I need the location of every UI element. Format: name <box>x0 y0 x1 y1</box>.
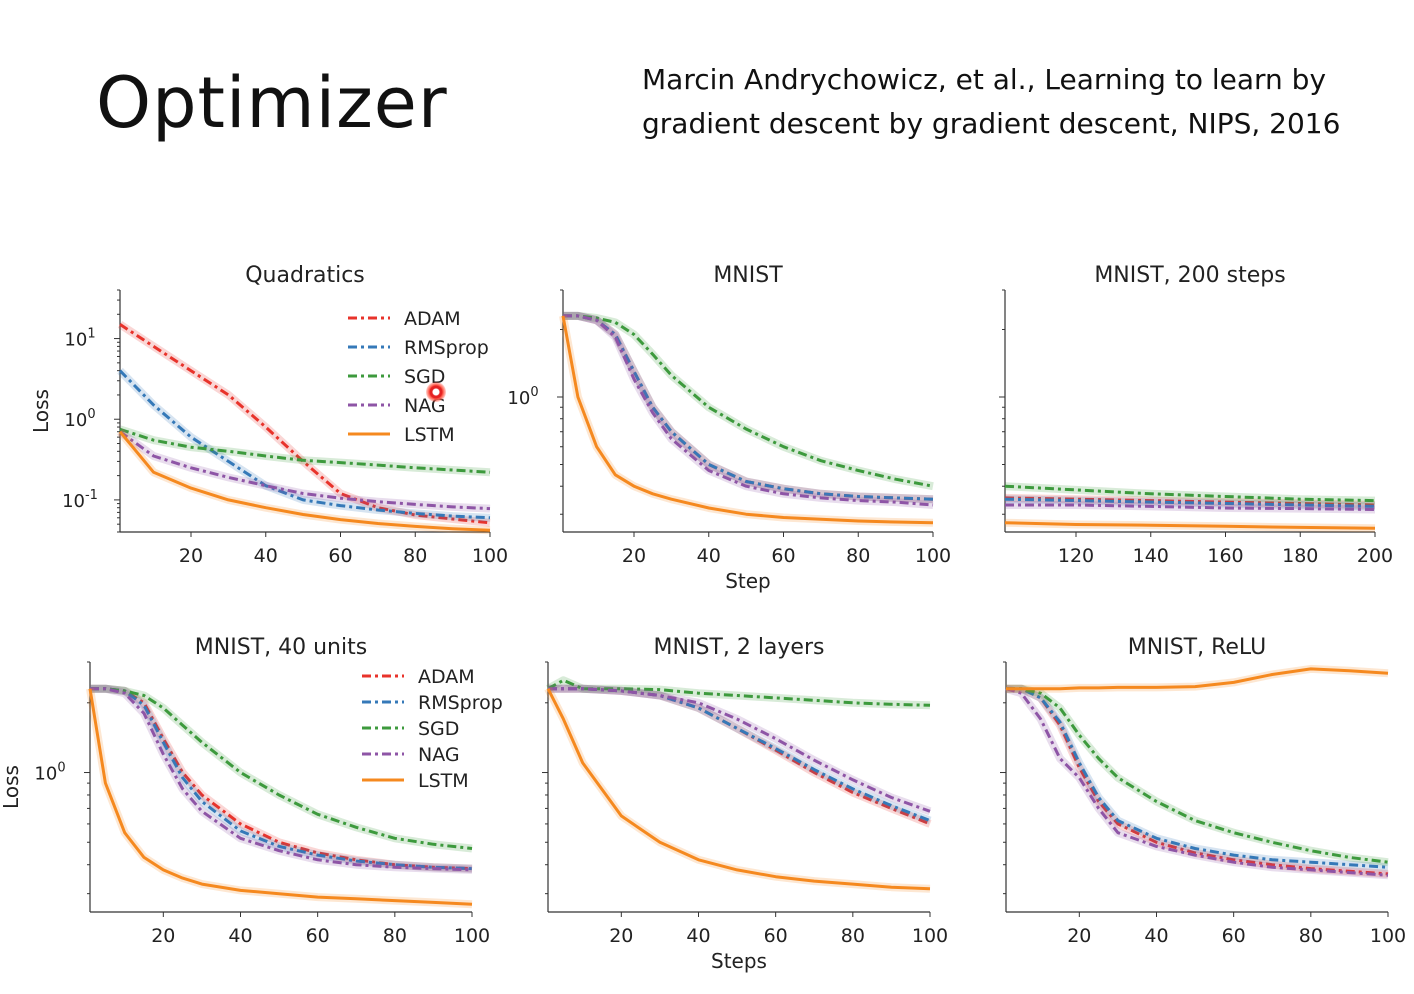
legend-label-rmsprop: RMSprop <box>404 337 489 359</box>
x-tick-label: 40 <box>228 925 252 947</box>
pointer-cursor-icon <box>426 382 446 402</box>
chart-panel-1: Quadratics 20 40 60 80 100 101 100 10-1 Loss ADAM R… <box>29 263 508 567</box>
chart-title: MNIST, 2 layers <box>654 635 825 660</box>
chart-panel-3: MNIST, 200 steps 120 140 160 180 200 <box>999 263 1393 567</box>
x-tick-label: 180 <box>1282 545 1318 567</box>
series-line-rmsprop <box>563 314 934 501</box>
legend: ADAM RMSprop SGD NAG LSTM <box>362 666 503 792</box>
series-line-sgd <box>563 314 934 488</box>
series-band-adam <box>90 684 473 873</box>
series-line-sgd <box>547 678 931 707</box>
series-line-lstm <box>561 315 934 525</box>
x-axis-label: Step <box>725 569 771 593</box>
legend-label-adam: ADAM <box>418 666 475 688</box>
x-tick-label: 40 <box>254 545 278 567</box>
x-tick-label: 100 <box>454 925 490 947</box>
x-tick-label: 120 <box>1058 545 1094 567</box>
legend-label-lstm: LSTM <box>404 424 455 446</box>
legend-label-adam: ADAM <box>404 308 461 330</box>
x-tick-label: 20 <box>622 545 646 567</box>
series-line-nag <box>90 687 473 872</box>
x-tick-label: 60 <box>1222 925 1246 947</box>
series-line-sgd <box>1006 687 1389 864</box>
series-line-lstm <box>1004 521 1376 530</box>
x-tick-label: 80 <box>383 925 407 947</box>
citation-line-2: gradient descent by gradient descent, NI… <box>642 107 1341 140</box>
series-line-rmsprop <box>548 687 931 822</box>
x-tick-label: 20 <box>1067 925 1091 947</box>
x-tick-label: 40 <box>1144 925 1168 947</box>
y-tick-label: 100 <box>507 385 538 409</box>
y-tick-label: 100 <box>34 761 65 785</box>
chart-title: MNIST, ReLU <box>1128 635 1266 660</box>
series-line-nag <box>119 430 491 511</box>
series-line-sgd <box>119 427 491 474</box>
slide-title: Optimizer <box>96 62 448 144</box>
series-band-nag <box>548 684 932 816</box>
x-tick-label: 80 <box>403 545 427 567</box>
legend-label-rmsprop: RMSprop <box>418 692 503 714</box>
x-tick-label: 100 <box>472 545 508 567</box>
x-tick-label: 60 <box>764 925 788 947</box>
x-tick-label: 200 <box>1357 545 1393 567</box>
y-axis-label: Loss <box>29 389 53 433</box>
series-line-rmsprop <box>1004 497 1376 508</box>
citation-line-1: Marcin Andrychowicz, et al., Learning to… <box>642 63 1327 96</box>
x-tick-label: 100 <box>912 925 948 947</box>
chart-panel-4: MNIST, 40 units 20 40 60 80 100 100 Loss ADAM RMS… <box>0 635 503 947</box>
series-line-nag <box>563 314 934 507</box>
series-line-lstm <box>546 688 931 891</box>
series-line-lstm <box>88 688 473 906</box>
x-tick-label: 100 <box>915 545 951 567</box>
x-tick-label: 60 <box>306 925 330 947</box>
series-line-sgd <box>1004 484 1376 503</box>
series-band-adam <box>548 684 932 828</box>
legend-label-lstm: LSTM <box>418 770 469 792</box>
y-axis-label: Loss <box>0 765 23 809</box>
x-tick-label: 60 <box>328 545 352 567</box>
series-line-lstm <box>1006 667 1389 691</box>
y-tick-label: 101 <box>64 327 95 351</box>
x-tick-label: 80 <box>846 545 870 567</box>
citation: Marcin Andrychowicz, et al., Learning to… <box>642 58 1340 146</box>
x-tick-label: 40 <box>686 925 710 947</box>
series-line-nag <box>1005 503 1376 511</box>
x-tick-label: 60 <box>771 545 795 567</box>
series-line-nag <box>1005 687 1389 877</box>
legend-label-nag: NAG <box>418 744 460 766</box>
series-band-rmsprop <box>548 684 932 825</box>
x-tick-label: 40 <box>697 545 721 567</box>
x-tick-label: 140 <box>1133 545 1169 567</box>
x-tick-label: 20 <box>151 925 175 947</box>
x-tick-label: 100 <box>1370 925 1406 947</box>
series-line-lstm <box>118 430 491 532</box>
chart-title: MNIST, 40 units <box>195 635 367 660</box>
series-line-rmsprop <box>118 369 491 520</box>
x-tick-label: 20 <box>179 545 203 567</box>
y-tick-label: 10-1 <box>62 488 98 512</box>
chart-panel-5: MNIST, 2 layers 20 40 60 80 100 Steps <box>542 635 948 973</box>
x-tick-label: 80 <box>1299 925 1323 947</box>
chart-title: MNIST, 200 steps <box>1094 263 1285 288</box>
x-tick-label: 160 <box>1207 545 1243 567</box>
series-line-sgd <box>90 687 473 850</box>
chart-panel-2: MNIST 20 40 60 80 100 100 Step <box>507 263 951 593</box>
x-tick-label: 20 <box>609 925 633 947</box>
legend-label-sgd: SGD <box>418 718 459 740</box>
x-tick-label: 80 <box>841 925 865 947</box>
chart-title: MNIST <box>713 263 783 288</box>
x-axis-label: Steps <box>711 949 767 973</box>
y-tick-label: 100 <box>64 407 95 431</box>
series-line-rmsprop <box>1006 687 1389 869</box>
series-line-rmsprop <box>90 687 473 871</box>
chart-panel-6: MNIST, ReLU 20 40 60 80 100 <box>1000 635 1406 947</box>
chart-title: Quadratics <box>245 263 365 288</box>
